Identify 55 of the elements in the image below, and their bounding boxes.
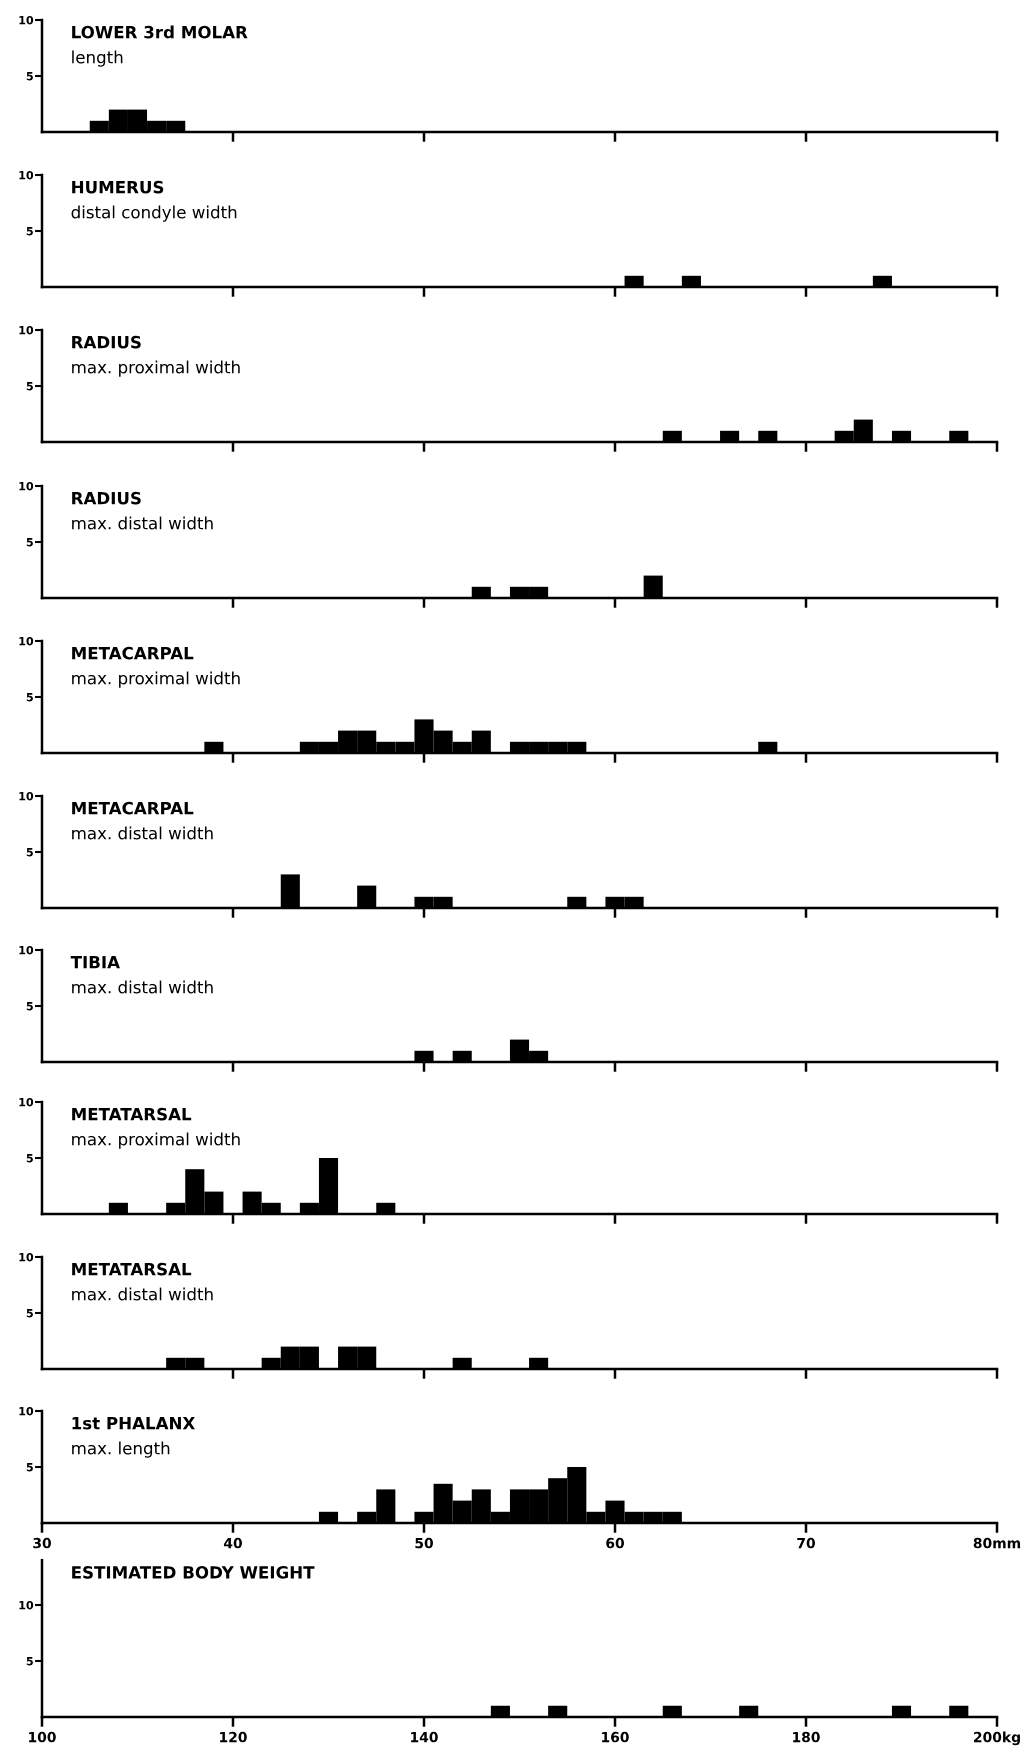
y-tick-label: 10 (19, 15, 34, 25)
chart-title: HUMERUS (72, 180, 164, 194)
y-tick-label: 5 (26, 848, 33, 857)
y-tick-label: 5 (26, 538, 33, 547)
x-tick-label: 140 (411, 1731, 438, 1743)
text: max. proximal width (72, 1132, 240, 1149)
y-tick-label: 10 (19, 1406, 34, 1416)
chart-title: RADIUS (72, 335, 141, 349)
chart-title: METATARSAL (72, 1107, 192, 1121)
chart-title: ESTIMATED BODY WEIGHT (72, 1566, 315, 1579)
x-tick-label: 180 (793, 1731, 820, 1743)
y-tick-label: 5 (26, 382, 33, 391)
y-tick-label: 5 (26, 693, 33, 702)
chart-title: TIBIA (70, 956, 120, 969)
chart-title: LOWER 3rd MOLAR (72, 25, 248, 39)
y-tick-label: 5 (26, 1309, 33, 1318)
chart-title: METATARSAL (72, 1262, 192, 1276)
y-tick-label: 5 (26, 227, 33, 236)
x-tick-label: 50 (415, 1537, 433, 1549)
y-tick-label: 10 (19, 170, 34, 180)
text: max. proximal width (72, 671, 240, 688)
y-tick-label: 10 (19, 1097, 34, 1107)
y-tick-label: 5 (26, 1154, 33, 1163)
y-tick-label: 10 (19, 791, 34, 801)
text: max. distal width (72, 516, 213, 530)
text: max. length (72, 1441, 170, 1458)
y-tick-label: 5 (26, 1002, 33, 1011)
chart-title: 1st PHALANX (72, 1417, 195, 1430)
y-tick-label: 10 (19, 1252, 34, 1262)
x-tick-label: 200kg (974, 1731, 1020, 1746)
chart-title: METACARPAL (72, 646, 194, 660)
x-tick-label: 40 (223, 1537, 242, 1549)
y-tick-label: 10 (19, 481, 34, 491)
y-tick-label: 10 (19, 945, 34, 955)
text: max. distal width (72, 1287, 213, 1301)
x-tick-label: 70 (797, 1537, 815, 1549)
x-tick-label: 80mm (973, 1537, 1021, 1549)
y-tick-label: 10 (19, 1600, 34, 1610)
x-tick-label: 160 (602, 1731, 629, 1743)
text: distal condyle width (71, 205, 237, 222)
text: max. distal width (72, 980, 213, 994)
chart-title: RADIUS (72, 491, 141, 505)
y-tick-label: 5 (26, 72, 33, 81)
x-tick-label: 120 (220, 1731, 247, 1743)
text: length (72, 50, 123, 67)
y-tick-label: 5 (26, 1657, 33, 1666)
y-tick-label: 5 (26, 1463, 33, 1472)
x-tick-label: 60 (606, 1537, 624, 1549)
text: max. proximal width (72, 360, 240, 377)
text: max. distal width (72, 826, 213, 840)
x-tick-label: 30 (33, 1537, 51, 1549)
y-tick-label: 10 (19, 325, 34, 335)
x-tick-label: 100 (29, 1731, 56, 1743)
chart-title: METACARPAL (72, 801, 194, 815)
y-tick-label: 10 (19, 636, 34, 646)
